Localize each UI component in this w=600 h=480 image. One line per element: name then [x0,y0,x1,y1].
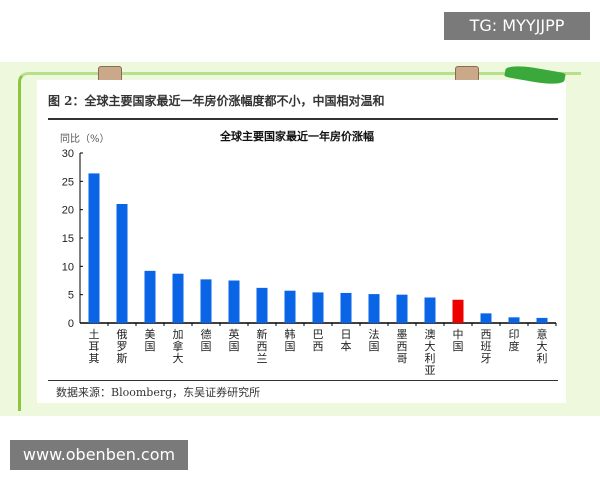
x-tick-label: 中国 [453,328,464,353]
bar-4 [200,279,212,323]
chart-title: 全球主要国家最近一年房价涨幅 [220,130,374,143]
bar-13 [452,299,464,323]
x-tick-label: 英国 [229,327,240,353]
x-tick-label: 加拿大 [173,328,184,365]
x-tick-label: 巴西 [313,328,324,353]
y-tick-label: 5 [68,290,74,302]
y-tick-label: 20 [62,205,74,217]
source-note: 数据来源：Bloomberg，东吴证券研究所 [56,386,261,399]
title-rule [48,118,558,120]
x-tick-label: 西班牙 [481,328,492,365]
x-tick-label: 意大利 [537,327,548,365]
y-tick-label: 30 [62,148,74,160]
y-axis-label: 同比（%） [60,134,110,145]
x-tick-label: 印度 [509,328,520,353]
x-tick-label: 土耳其 [89,328,100,365]
x-tick-label: 墨西哥 [397,328,408,365]
bar-3 [172,273,184,323]
y-tick-label: 0 [68,318,74,330]
y-tick-label: 10 [62,261,74,273]
bar-7 [284,290,296,323]
bar-10 [368,294,380,323]
bar-6 [256,287,268,323]
tg-watermark: TG: MYYJJPP [444,12,590,40]
x-tick-label: 澳大利亚 [425,328,436,377]
y-tick-label: 25 [62,176,74,188]
x-tick-label: 美国 [145,328,156,353]
bar-12 [424,297,436,323]
x-tick-label: 法国 [369,327,380,353]
x-tick-label: 日本 [341,328,352,353]
bar-9 [340,292,352,323]
bar-8 [312,292,324,323]
source-rule [48,380,558,381]
decorative-frame [18,72,581,411]
site-watermark: www.obenben.com [10,440,188,470]
y-tick-label: 15 [62,233,74,245]
bar-11 [396,294,408,323]
bar-0 [88,173,100,323]
bar-15 [508,317,520,323]
bar-14 [480,313,492,323]
figure-title: 图 2：全球主要国家最近一年房价涨幅度都不小，中国相对温和 [48,94,385,108]
x-tick-label: 韩国 [285,327,296,353]
bar-2 [144,270,156,323]
x-tick-label: 德国 [201,327,212,353]
bar-1 [116,204,128,323]
x-tick-label: 新西兰 [257,327,268,365]
bar-16 [536,317,548,323]
bar-5 [228,280,240,323]
x-tick-label: 俄罗斯 [117,328,128,365]
